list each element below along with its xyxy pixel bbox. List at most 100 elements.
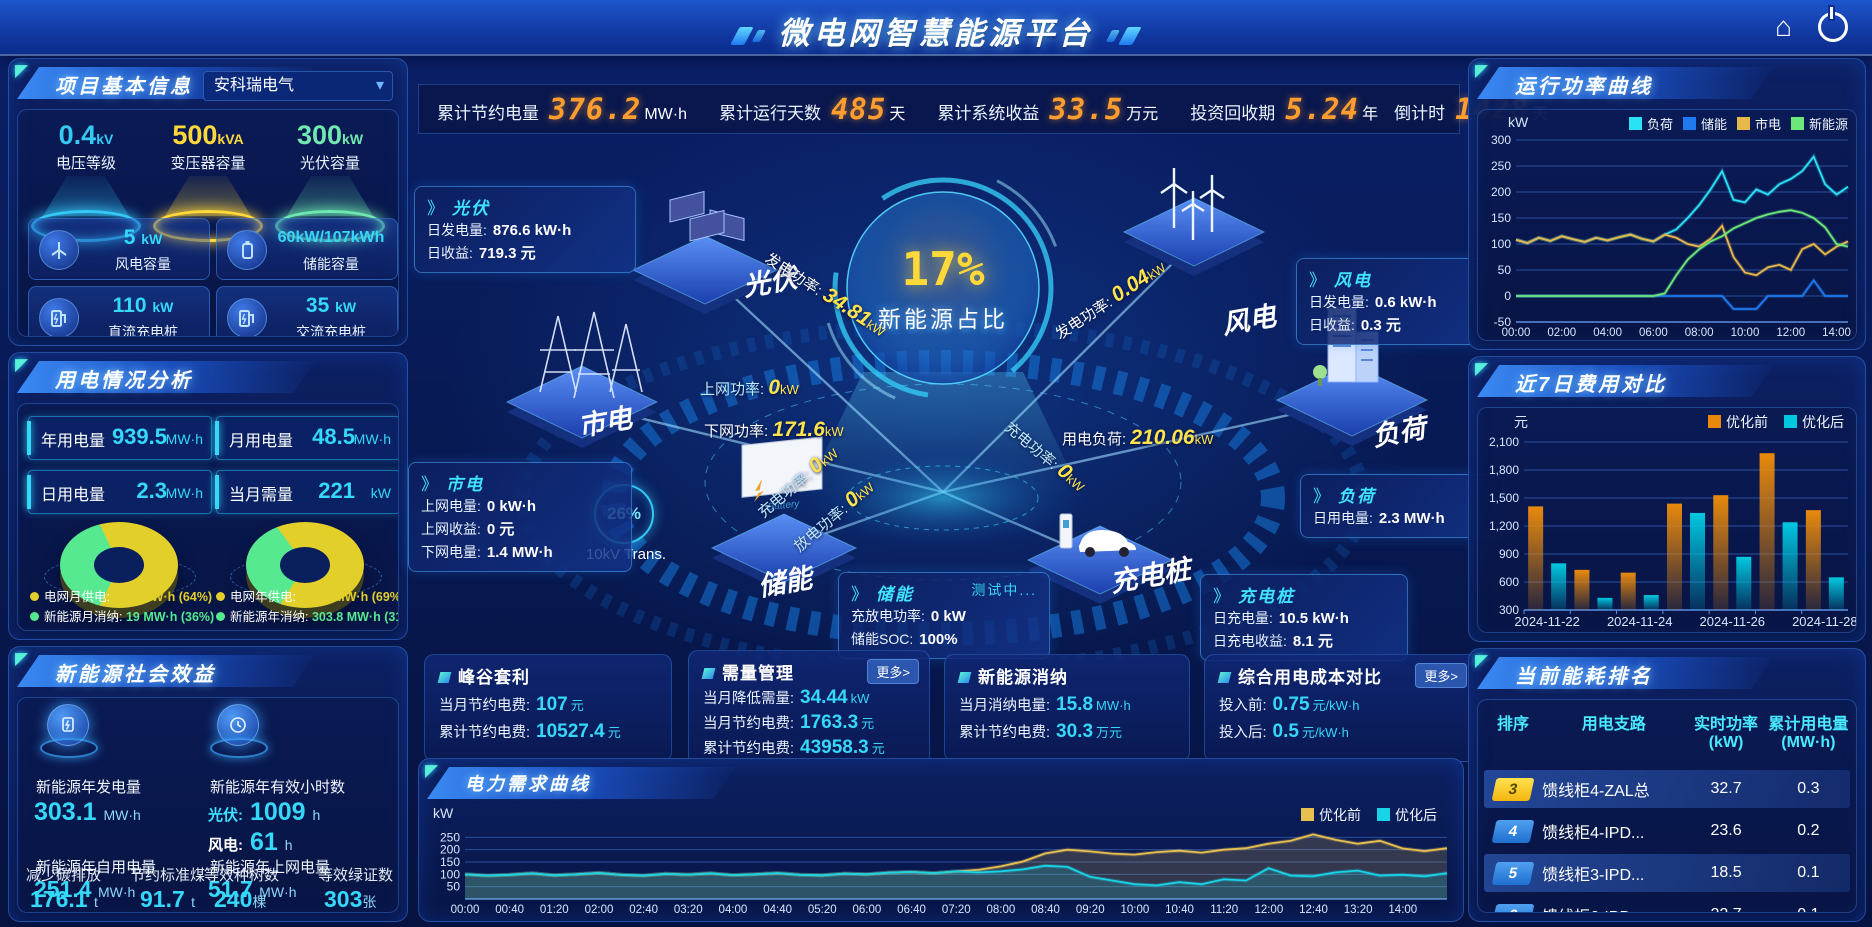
- svg-text:12:00: 12:00: [1254, 904, 1283, 916]
- storage-capacity-tile: 60kW/107kWh 储能容量: [216, 218, 398, 280]
- svg-text:10:00: 10:00: [1731, 327, 1760, 339]
- usage-body: 年用电量 939.5 MW·h 月用电量 48.5 MW·h 日用电量 2.3 MW·h 当…: [17, 403, 399, 631]
- power-icon[interactable]: [1818, 7, 1848, 42]
- svg-text:02:00: 02:00: [1547, 327, 1576, 339]
- spotlight-cone: [43, 176, 129, 216]
- coal-value: 91.7 t: [140, 886, 196, 912]
- svg-text:50: 50: [447, 880, 461, 894]
- project-selector-value: 安科瑞电气: [214, 77, 295, 94]
- card-chip-icon: [437, 672, 452, 683]
- social-body: 新能源年发电量 303.1 MW·h 新能源年有效小时数 光伏: 1009 h …: [17, 697, 399, 913]
- pv-info-box: 》光伏 日发电量: 876.6 kW·h 日收益: 719.3 元: [414, 186, 636, 273]
- rank-badge: 3: [1491, 777, 1535, 801]
- svg-text:2024-11-28: 2024-11-28: [1792, 614, 1856, 629]
- panel-social-benefits: ◤ 新能源社会效益 新能源年发电量 303.1 MW·h 新能源年有效小时数 光…: [8, 646, 408, 922]
- card-demand-management: 需量管理 更多> 当月降低需量: 34.44 kW 当月节约电费: 1763.3 元 累…: [688, 650, 930, 768]
- hours-pedestal: [210, 704, 268, 758]
- marker-icon: 》: [851, 585, 870, 604]
- svg-text:2024-11-24: 2024-11-24: [1607, 614, 1673, 629]
- svg-text:150: 150: [1491, 211, 1511, 225]
- decor-slash: [1118, 26, 1142, 45]
- svg-text:04:00: 04:00: [1593, 327, 1622, 339]
- panel-title: 运行功率曲线: [1515, 76, 1653, 98]
- svg-text:Battery: Battery: [767, 499, 801, 513]
- project-selector[interactable]: 安科瑞电气 ▾: [203, 71, 393, 101]
- co2-label: 减少碳排放: [26, 867, 102, 884]
- legend-dot: [30, 592, 39, 601]
- dc-charger-tile: 110 kW 直流充电桩: [28, 286, 210, 336]
- svg-text:10:00: 10:00: [1120, 904, 1149, 916]
- renewable-share-readout: 17% 新能源占比: [860, 242, 1026, 334]
- svg-text:200: 200: [440, 843, 460, 857]
- charger-info-box: 》充电桩 日充电量: 10.5 kW·h 日充电收益: 8.1 元: [1200, 574, 1408, 661]
- svg-text:12:40: 12:40: [1299, 904, 1328, 916]
- export-value: 51.7 MW·h: [208, 876, 297, 902]
- panel-energy-ranking: ◤ 当前能耗排名 排序 用电支路 实时功率 (kW) 累计用电量 (MW·h) 3 …: [1468, 648, 1866, 922]
- svg-text:1,200: 1,200: [1489, 519, 1519, 533]
- legend-dot: [216, 592, 225, 601]
- y-axis-unit: 元: [1514, 414, 1528, 430]
- power-curve-body: kW 负荷 储能 市电 新能源 300 250 200 150 100 50 0 -50 00:…: [1477, 109, 1857, 341]
- stat-saved-energy: 累计节约电量 376.2 MW·h: [437, 92, 687, 126]
- panel-title: 新能源社会效益: [55, 664, 216, 686]
- pedestal-ring: [210, 738, 268, 758]
- stat-system-revenue: 累计系统收益 33.5 万元: [937, 92, 1159, 126]
- leg-load-swatch: [1628, 117, 1642, 130]
- svg-text:1,800: 1,800: [1489, 463, 1519, 477]
- card-chip-icon: [1217, 672, 1232, 683]
- pv-hours-value: 光伏: 1009 h: [208, 798, 321, 826]
- svg-text:2024-11-26: 2024-11-26: [1700, 614, 1766, 629]
- flow-grid-import: 下网功率: 171.6kW: [704, 418, 844, 441]
- svg-text:600: 600: [1499, 575, 1519, 589]
- export-label: 新能源年上网电量: [210, 859, 331, 876]
- svg-text:05:20: 05:20: [808, 904, 837, 916]
- pv-capacity-stat: 300kW 光伏容量: [268, 120, 392, 242]
- monthly-usage-stat: 月用电量 48.5 MW·h: [215, 416, 398, 460]
- decor-slash: [1105, 29, 1121, 42]
- svg-text:06:40: 06:40: [897, 904, 926, 916]
- leg-before-swatch: [1301, 808, 1314, 821]
- demand-more-button[interactable]: 更多>: [867, 659, 919, 684]
- donut-month-supply: [60, 522, 178, 608]
- svg-text:02:40: 02:40: [629, 904, 658, 916]
- co2-value: 176.1 t: [30, 886, 98, 912]
- charger-node: [1026, 513, 1174, 604]
- svg-text:08:40: 08:40: [1031, 904, 1060, 916]
- center-sphere: [846, 191, 1040, 385]
- spotlight-cone: [165, 176, 251, 216]
- svg-text:07:20: 07:20: [942, 904, 971, 916]
- leg-storage-swatch: [1682, 117, 1696, 130]
- svg-text:50: 50: [1498, 263, 1512, 277]
- svg-text:09:20: 09:20: [1076, 904, 1105, 916]
- gen-label: 新能源年发电量: [36, 779, 142, 796]
- chevron-down-icon: ▾: [375, 77, 384, 94]
- daily-usage-stat: 日用电量 2.3 MW·h: [27, 470, 212, 514]
- ranking-table-header: 排序 用电支路 实时功率 (kW) 累计用电量 (MW·h): [1497, 716, 1849, 751]
- svg-text:14:00: 14:00: [1822, 327, 1851, 339]
- svg-text:13:20: 13:20: [1344, 904, 1373, 916]
- card-peak-valley-arbitrage: 峰谷套利 当月节约电费: 107 元 累计节约电费: 10527.4 元: [424, 654, 672, 762]
- storage-status: 测试中...: [971, 582, 1037, 598]
- legend-renew-year: 新能源年消纳: 303.8 MW·h (31%): [216, 606, 398, 625]
- svg-text:300: 300: [1499, 603, 1519, 617]
- gen-value: 303.1 MW·h: [34, 798, 141, 826]
- svg-text:08:00: 08:00: [1685, 327, 1714, 339]
- certs-value: 303张: [324, 886, 377, 912]
- transformer-capacity-stat: 500kVA 变压器容量: [146, 120, 270, 242]
- y-axis-unit: kW: [433, 805, 454, 821]
- wind-turbine-icon: [39, 230, 79, 270]
- voltage-level-stat: 0.4kV 电压等级: [24, 120, 148, 242]
- cost-compare-body: 元 优化前 优化后 2,100 1,800 1,500 1,200 900 600 300 2…: [1477, 407, 1857, 633]
- cost-more-button[interactable]: 更多>: [1415, 663, 1467, 688]
- ac-charger-icon: [227, 298, 267, 336]
- home-icon[interactable]: ⌂: [1775, 11, 1792, 42]
- marker-icon: 》: [1309, 271, 1328, 290]
- legend-dot: [216, 612, 225, 621]
- svg-text:0: 0: [1504, 289, 1511, 303]
- svg-text:250: 250: [440, 830, 460, 844]
- svg-text:2024-11-22: 2024-11-22: [1514, 614, 1580, 629]
- kpi-stat-bar: 累计节约电量 376.2 MW·h 累计运行天数 485 天 累计系统收益 33.5 万元 …: [418, 84, 1548, 134]
- ac-charger-tile: 35 kW 交流充电桩: [216, 286, 398, 336]
